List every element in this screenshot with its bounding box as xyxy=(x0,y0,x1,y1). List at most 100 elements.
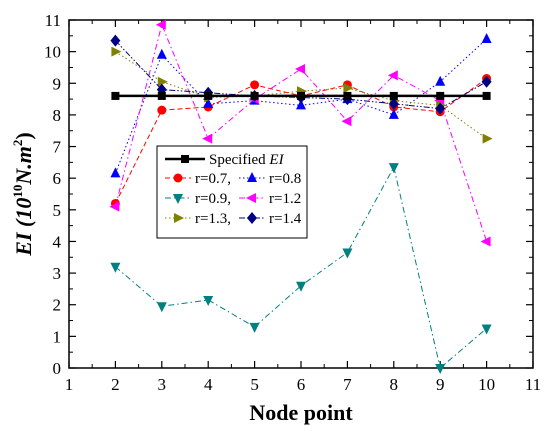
legend-label: r=1.4 xyxy=(269,211,302,227)
y-axis-title-close: ) xyxy=(11,132,36,139)
x-tick-label: 9 xyxy=(436,375,445,394)
y-tick-label: 11 xyxy=(45,11,61,30)
data-point xyxy=(111,46,122,57)
y-tick-label: 1 xyxy=(53,327,62,346)
data-point xyxy=(435,364,446,374)
legend-label: r=1.3, xyxy=(195,211,231,227)
data-point xyxy=(111,91,120,100)
series-line xyxy=(114,23,488,242)
data-point xyxy=(202,133,213,144)
data-point xyxy=(481,324,492,335)
data-point xyxy=(109,201,120,212)
legend-marker xyxy=(247,172,257,182)
x-tick-label: 7 xyxy=(343,375,352,394)
data-point xyxy=(156,302,167,313)
x-axis: 1 2 3 4 5 6 7 8 9 10 11 xyxy=(65,20,541,394)
data-point xyxy=(157,91,166,100)
series-specifiedei xyxy=(111,91,491,100)
y-tick-label: 10 xyxy=(44,43,61,62)
y-tick-label: 9 xyxy=(53,74,62,93)
data-point xyxy=(388,97,399,110)
data-point xyxy=(342,248,353,259)
legend-entry: Specified EI xyxy=(165,152,285,168)
x-tick-label: 4 xyxy=(204,375,213,394)
y-tick-label: 6 xyxy=(53,169,62,188)
data-point xyxy=(249,322,260,333)
legend-marker xyxy=(181,155,189,163)
legend-entry: r=0.8 xyxy=(239,171,301,187)
legend-label: r=0.7, xyxy=(195,171,231,187)
legend-label: r=0.8 xyxy=(269,171,301,187)
data-point xyxy=(297,91,305,100)
x-tick-label: 8 xyxy=(390,375,399,394)
y-axis-title-unit: N.m xyxy=(11,146,36,186)
legend-marker xyxy=(246,193,256,203)
data-point xyxy=(296,99,306,110)
legend-entry: r=1.3, xyxy=(165,211,231,227)
legend-marker xyxy=(174,213,184,223)
data-point xyxy=(388,163,399,174)
data-point xyxy=(481,32,492,43)
y-tick-label: 5 xyxy=(53,201,62,220)
data-point xyxy=(204,91,213,100)
data-point xyxy=(341,116,352,127)
legend-label-suffix: EI xyxy=(266,152,285,168)
data-point xyxy=(295,64,305,75)
y-tick-label: 0 xyxy=(53,359,62,378)
legend-label: r=1.2 xyxy=(269,191,301,207)
y-axis-title-exponent: 10 xyxy=(10,185,25,198)
data-point xyxy=(110,34,121,47)
legend-label: r=0.9, xyxy=(195,191,231,207)
data-point xyxy=(203,97,214,108)
data-point xyxy=(388,108,399,119)
data-point xyxy=(156,48,167,59)
y-axis-title-main: EI (10 xyxy=(11,198,36,257)
y-tick-label: 2 xyxy=(53,296,62,315)
x-tick-label: 1 xyxy=(65,375,74,394)
series-r-1-4 xyxy=(110,34,492,115)
y-axis: 0 1 2 3 4 5 6 7 8 9 10 11 xyxy=(44,11,533,378)
data-point xyxy=(389,91,398,100)
legend-marker xyxy=(173,194,183,204)
x-tick-label: 11 xyxy=(525,375,541,394)
data-point xyxy=(157,105,167,115)
legend-entry: r=0.7, xyxy=(165,171,231,187)
legend-marker xyxy=(247,212,257,224)
x-tick-label: 6 xyxy=(297,375,306,394)
data-point xyxy=(157,76,168,87)
data-point xyxy=(155,19,166,30)
data-point xyxy=(250,91,259,100)
x-tick-label: 3 xyxy=(158,375,167,394)
x-tick-label: 2 xyxy=(111,375,120,394)
data-point xyxy=(203,295,214,306)
legend-entry: r=1.2 xyxy=(239,191,301,207)
data-point xyxy=(343,83,354,94)
data-point xyxy=(387,70,398,81)
y-axis-title: EI (1010N.m2) xyxy=(10,132,36,256)
data-point xyxy=(436,91,445,100)
y-tick-label: 8 xyxy=(53,106,62,125)
data-point xyxy=(110,262,121,273)
data-point xyxy=(481,75,492,88)
y-axis-title-unit-exponent: 2 xyxy=(10,140,25,147)
y-tick-label: 3 xyxy=(53,264,62,283)
series-line xyxy=(115,165,487,369)
data-point xyxy=(110,167,121,178)
legend-entry: r=1.4 xyxy=(239,211,302,227)
series-layer xyxy=(109,19,493,374)
data-point xyxy=(296,281,306,292)
legend-marker xyxy=(173,173,183,183)
legend: Specified EI r=0.7, r=0.8 r=0.9, r=1.2 r=1.3,… xyxy=(156,145,308,239)
y-tick-label: 4 xyxy=(53,232,62,251)
series-r-0-9 xyxy=(110,163,492,374)
data-point xyxy=(482,91,491,100)
x-tick-label: 5 xyxy=(250,375,259,394)
x-tick-label: 10 xyxy=(478,375,495,394)
data-point xyxy=(435,102,446,115)
legend-label: Specified EI xyxy=(209,152,285,168)
data-point xyxy=(343,91,352,100)
legend-entry: r=0.9, xyxy=(165,191,231,207)
data-point xyxy=(480,236,491,247)
data-point xyxy=(250,80,260,90)
